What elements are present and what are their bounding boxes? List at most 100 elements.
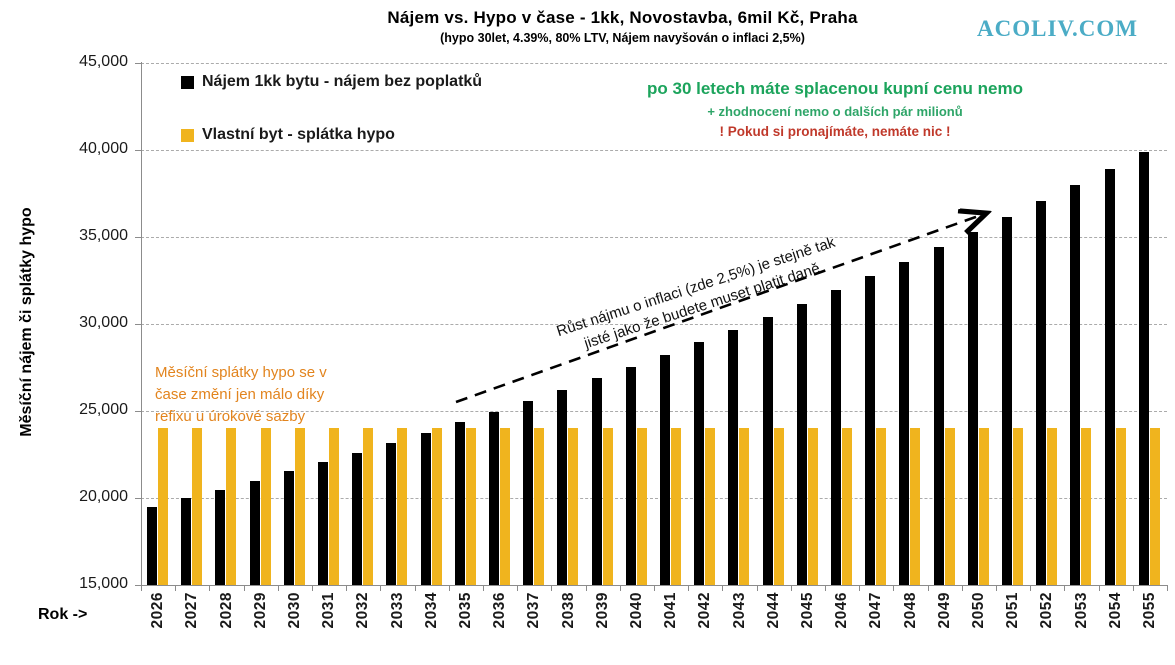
y-axis-tick <box>135 236 141 238</box>
bar-hypo-2043 <box>739 428 750 585</box>
bar-najem-2026 <box>147 506 157 585</box>
x-tick-label-2047: 2047 <box>859 592 893 640</box>
bar-najem-2035 <box>454 422 465 585</box>
bar-hypo-2034 <box>431 428 442 585</box>
bar-hypo-2027 <box>192 428 203 585</box>
x-tick-label-text: 2040 <box>627 592 645 629</box>
legend-label-mortgage: Vlastní byt - splátka hypo <box>202 126 395 143</box>
x-tick-label-text: 2051 <box>1004 592 1022 629</box>
bar-hypo-2051 <box>1013 428 1023 585</box>
x-tick-label-2029: 2029 <box>244 592 278 640</box>
watermark-acoliv: ACOLIV.COM <box>977 16 1139 41</box>
x-tick-label-text: 2028 <box>217 592 235 629</box>
bar-najem-2045 <box>796 303 807 585</box>
bar-najem-2044 <box>762 316 773 585</box>
x-axis-tick <box>961 585 963 591</box>
x-axis-tick <box>243 585 245 591</box>
bar-hypo-2055 <box>1149 428 1160 585</box>
x-axis-tick <box>346 585 348 591</box>
legend-swatch-rent <box>181 75 194 89</box>
chart-title: Nájem vs. Hypo v čase - 1kk, Novostavba,… <box>387 8 858 27</box>
orange-annotation-line1: Měsíční splátky hypo se v <box>155 364 327 381</box>
y-tick-label: 15,000 <box>79 575 128 592</box>
x-axis-tick <box>654 585 655 591</box>
x-tick-label-2048: 2048 <box>894 592 928 640</box>
x-axis-tick <box>483 585 484 591</box>
x-tick-label-2050: 2050 <box>962 592 996 640</box>
x-tick-label-2032: 2032 <box>346 592 380 640</box>
bar-hypo-2049 <box>944 428 955 585</box>
x-tick-label-2051: 2051 <box>996 592 1030 640</box>
x-tick-label-2033: 2033 <box>381 592 415 640</box>
x-tick-label-text: 2033 <box>388 592 406 629</box>
bar-hypo-2039 <box>602 428 613 585</box>
x-axis-tick <box>790 585 792 591</box>
x-axis-tick <box>277 585 279 591</box>
y-tick-label: 45,000 <box>79 53 128 70</box>
bar-hypo-2028 <box>226 428 237 585</box>
bar-najem-2049 <box>933 247 944 585</box>
x-tick-label-text: 2049 <box>935 592 953 629</box>
bar-najem-2033 <box>386 442 397 585</box>
x-tick-label-text: 2029 <box>251 592 269 629</box>
x-tick-label-2037: 2037 <box>517 592 551 640</box>
bar-najem-2030 <box>283 471 294 585</box>
x-tick-label-text: 2038 <box>559 592 577 629</box>
x-axis-tick <box>1064 585 1066 591</box>
bar-najem-2040 <box>625 366 636 585</box>
y-tick-label: 25,000 <box>79 401 128 418</box>
x-tick-label-2027: 2027 <box>175 592 209 640</box>
bar-najem-2038 <box>557 389 568 585</box>
title-block: Nájem vs. Hypo v čase - 1kk, Novostavba,… <box>0 8 1175 45</box>
y-axis-tick <box>135 497 141 499</box>
x-axis-tick <box>927 585 929 591</box>
x-tick-label-2049: 2049 <box>928 592 962 640</box>
orange-annotation-line2: čase změní jen málo díky <box>155 386 325 403</box>
bar-hypo-2054 <box>1115 428 1126 585</box>
x-tick-label-2030: 2030 <box>278 592 312 640</box>
x-tick-label-text: 2055 <box>1140 592 1158 629</box>
x-tick-label-2042: 2042 <box>688 592 722 640</box>
x-axis-tick <box>517 585 519 591</box>
x-tick-label-2041: 2041 <box>654 592 688 640</box>
x-axis-tick <box>893 585 895 591</box>
bar-najem-2047 <box>865 276 876 585</box>
x-tick-label-2028: 2028 <box>210 592 244 640</box>
x-tick-label-2055: 2055 <box>1133 592 1167 640</box>
bar-najem-2050 <box>967 232 978 585</box>
x-axis-tick <box>414 585 416 591</box>
y-axis-line <box>141 62 142 590</box>
bar-hypo-2044 <box>773 428 784 585</box>
bar-najem-2032 <box>352 452 363 585</box>
x-tick-label-2052: 2052 <box>1030 592 1064 640</box>
y-axis-tick <box>135 410 141 412</box>
bar-najem-2029 <box>249 480 260 585</box>
green-annotation: po 30 letech máte splacenou kupní cenu n… <box>605 79 1065 139</box>
chart-subtitle: (hypo 30let, 4.39%, 80% LTV, Nájem navyš… <box>440 31 805 45</box>
x-tick-label-2044: 2044 <box>757 592 791 640</box>
legend-entry-rent: Nájem 1kk bytu - nájem bez poplatků <box>181 73 482 91</box>
y-axis-tick <box>135 62 141 64</box>
x-axis-tick <box>551 585 553 591</box>
red-annotation: ! Pokud si pronajímáte, nemáte nic ! <box>719 124 951 139</box>
x-axis-tick <box>448 585 450 591</box>
x-axis-caption: Rok -> <box>38 606 88 623</box>
x-axis-tick <box>209 585 211 591</box>
bar-najem-2054 <box>1104 168 1115 585</box>
bar-hypo-2037 <box>534 428 545 585</box>
y-tick-label: 30,000 <box>79 314 128 331</box>
bar-hypo-2041 <box>671 428 681 585</box>
bar-hypo-2050 <box>978 428 989 585</box>
green-annotation-subline: + zhodnocení nemo o dalších pár milionů <box>707 104 963 119</box>
x-tick-label-2034: 2034 <box>415 592 449 640</box>
x-tick-label-text: 2036 <box>491 592 509 629</box>
bar-hypo-2045 <box>807 428 818 585</box>
grid-line <box>141 149 1167 151</box>
grid-line <box>141 410 1167 412</box>
bar-najem-2034 <box>420 432 431 585</box>
bar-hypo-2033 <box>397 428 408 585</box>
green-annotation-headline: po 30 letech máte splacenou kupní cenu n… <box>647 79 1023 98</box>
x-tick-label-text: 2039 <box>593 592 611 629</box>
grid-line <box>141 236 1167 238</box>
x-tick-label-2040: 2040 <box>620 592 654 640</box>
